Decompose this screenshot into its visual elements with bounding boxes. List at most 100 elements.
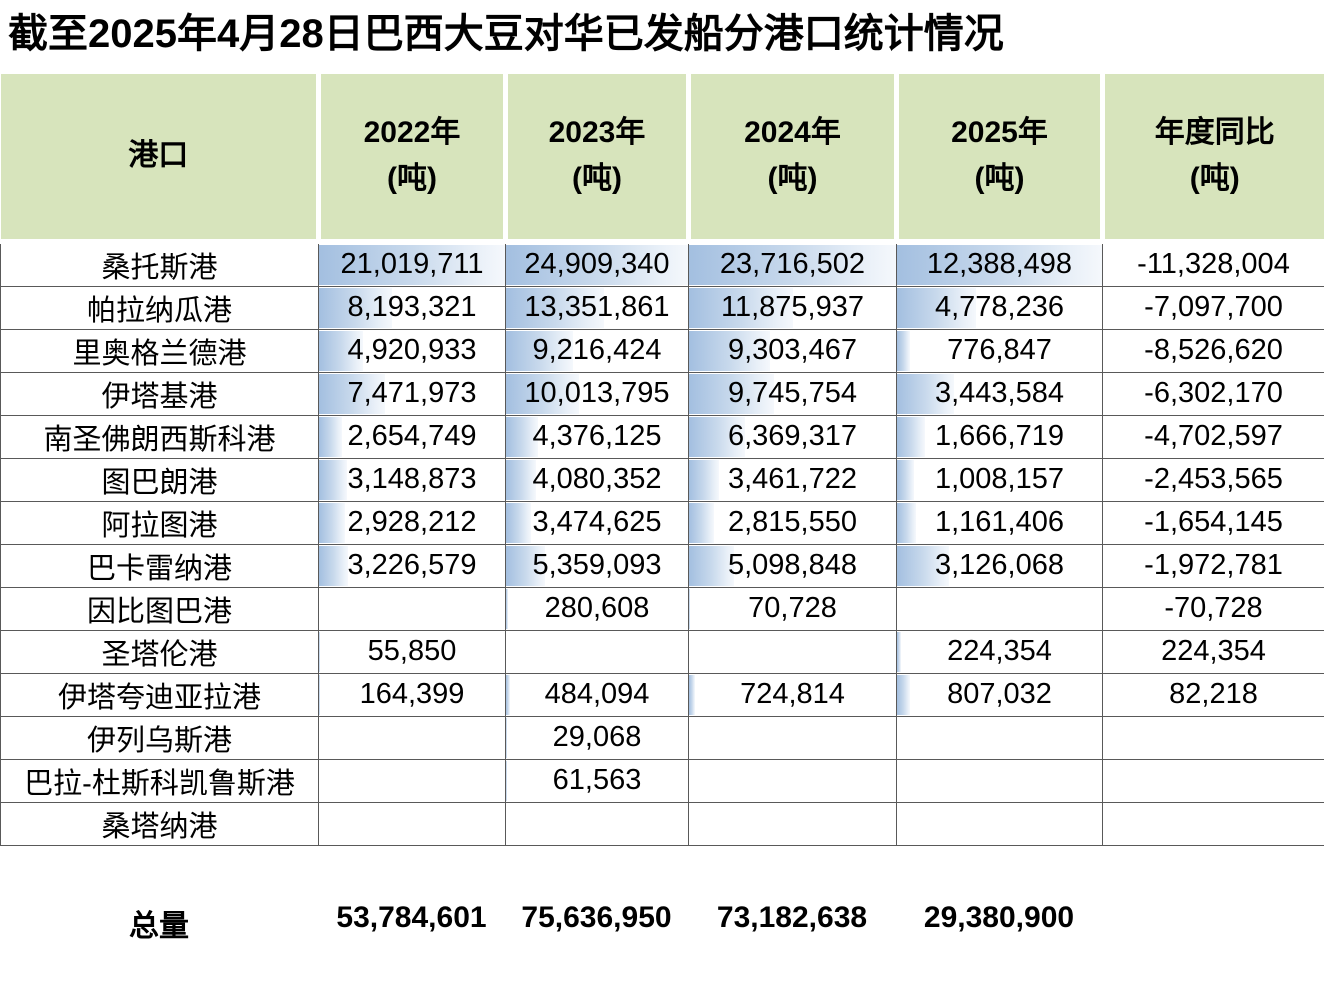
- table-row: 伊塔夸迪亚拉港 164,399 484,094 724,814 807,032 82,21…: [0, 672, 1324, 717]
- data-bar: [319, 244, 505, 285]
- value-cell: 11,875,937: [688, 285, 897, 330]
- data-bar: [897, 330, 910, 371]
- yoy-cell: 224,354: [1102, 629, 1324, 674]
- value-cell: [318, 801, 506, 846]
- port-name-cell: 巴卡雷纳港: [0, 543, 319, 588]
- cell-value: 7,471,973: [347, 377, 477, 409]
- cell-value: 24,909,340: [524, 248, 670, 280]
- data-bar: [689, 373, 775, 414]
- data-bar: [689, 416, 745, 457]
- yoy-cell: -11,328,004: [1102, 240, 1324, 287]
- table-row: 南圣佛朗西斯科港 2,654,749 4,376,125 6,369,317 1,666…: [0, 414, 1324, 459]
- cell-value: 3,443,584: [934, 377, 1064, 409]
- cell-value: -6,302,170: [1144, 377, 1283, 409]
- header-unit: (吨): [974, 162, 1025, 196]
- cell-value: 11,875,937: [721, 291, 864, 323]
- value-cell: [318, 758, 506, 803]
- spreadsheet-page: 截至2025年4月28日巴西大豆对华已发船分港口统计情况 港口 2022年 (吨) 2…: [0, 12, 1324, 943]
- value-cell: 1,008,157: [896, 457, 1103, 502]
- header-label: 2022年: [363, 115, 461, 149]
- data-bar: [897, 244, 1102, 285]
- data-bar: [506, 416, 538, 457]
- cell-value: 61,563: [552, 764, 642, 796]
- data-bar: [506, 502, 532, 543]
- column-header-yoy: 年度同比 (吨): [1100, 74, 1324, 244]
- cell-value: 55,850: [367, 635, 457, 667]
- data-bar: [689, 588, 690, 629]
- cell-value: 1,666,719: [934, 420, 1064, 452]
- port-name: 伊塔基港: [101, 380, 218, 413]
- port-name-cell: 伊塔夸迪亚拉港: [0, 672, 319, 717]
- port-statistics-table: 港口 2022年 (吨) 2023年 (吨) 2024年 (吨) 2025年 (吨) 年度同比 (吨…: [0, 74, 1324, 846]
- cell-value: 2,928,212: [347, 506, 477, 538]
- yoy-cell: -1,654,145: [1102, 500, 1324, 545]
- data-bar: [897, 459, 914, 500]
- value-cell: 2,928,212: [318, 500, 506, 545]
- header-unit: (吨): [387, 162, 437, 196]
- total-value-2022: 53,784,601: [336, 900, 487, 934]
- value-cell: 224,354: [896, 629, 1103, 674]
- cell-value: 5,098,848: [727, 549, 857, 581]
- cell-value: -70,728: [1164, 592, 1263, 624]
- cell-value: -7,097,700: [1144, 291, 1283, 323]
- data-bar: [689, 545, 734, 586]
- cell-value: 4,080,352: [532, 463, 662, 495]
- port-name: 阿拉图港: [101, 509, 218, 542]
- data-bar: [506, 588, 509, 629]
- data-bar: [506, 459, 536, 500]
- value-cell: 3,226,579: [318, 543, 506, 588]
- cell-value: 9,745,754: [727, 377, 857, 409]
- value-cell: [318, 586, 506, 631]
- data-bar: [319, 545, 348, 586]
- cell-value: 3,126,068: [934, 549, 1064, 581]
- cell-value: -1,654,145: [1144, 506, 1283, 538]
- value-cell: 12,388,498: [896, 240, 1103, 287]
- page-title: 截至2025年4月28日巴西大豆对华已发船分港口统计情况: [8, 12, 1004, 56]
- header-label: 2024年: [744, 115, 841, 149]
- port-name: 圣塔伦港: [101, 638, 218, 671]
- data-bar: [506, 330, 574, 371]
- port-name-cell: 伊塔基港: [0, 371, 319, 416]
- header-row: 港口 2022年 (吨) 2023年 (吨) 2024年 (吨) 2025年 (吨) 年度同比 (吨…: [0, 74, 1324, 244]
- data-bar: [897, 416, 925, 457]
- data-bar: [689, 502, 714, 543]
- cell-value: 13,351,861: [524, 291, 670, 323]
- header-unit: (吨): [572, 162, 622, 196]
- port-name: 巴卡雷纳港: [86, 552, 232, 585]
- column-header-2022: 2022年 (吨): [316, 74, 508, 244]
- cell-value: 164,399: [359, 678, 465, 710]
- data-bar: [319, 416, 343, 457]
- table-row: 图巴朗港 3,148,873 4,080,352 3,461,722 1,008,157…: [0, 457, 1324, 502]
- data-bar: [897, 287, 977, 328]
- cell-value: 3,461,722: [727, 463, 857, 495]
- cell-value: -4,702,597: [1144, 420, 1283, 452]
- cell-value: 10,013,795: [524, 377, 670, 409]
- value-cell: [688, 715, 897, 760]
- value-cell: 21,019,711: [318, 240, 506, 287]
- cell-value: 724,814: [740, 678, 845, 710]
- cell-value: 23,716,502: [719, 248, 866, 280]
- value-cell: [896, 586, 1103, 631]
- cell-value: 224,354: [947, 635, 1052, 667]
- cell-value: 29,068: [552, 721, 642, 753]
- data-bar: [897, 373, 954, 414]
- value-cell: 4,920,933: [318, 328, 506, 373]
- cell-value: 5,359,093: [532, 549, 662, 581]
- value-cell: [896, 801, 1103, 846]
- yoy-cell: [1102, 758, 1324, 803]
- value-cell: 29,068: [505, 715, 689, 760]
- cell-value: 9,303,467: [727, 334, 857, 366]
- header-unit: (吨): [1189, 162, 1240, 196]
- port-name: 伊塔夸迪亚拉港: [57, 681, 261, 714]
- value-cell: 484,094: [505, 672, 689, 717]
- total-value-2024: 73,182,638: [716, 900, 868, 934]
- yoy-cell: -2,453,565: [1102, 457, 1324, 502]
- value-cell: 5,359,093: [505, 543, 689, 588]
- cell-value: 484,094: [544, 678, 650, 710]
- data-bar: [689, 244, 896, 285]
- cell-value: 4,920,933: [347, 334, 477, 366]
- header-label: 年度同比: [1154, 115, 1275, 149]
- cell-value: -2,453,565: [1144, 463, 1283, 495]
- value-cell: 10,013,795: [505, 371, 689, 416]
- table-row: 巴卡雷纳港 3,226,579 5,359,093 5,098,848 3,126,06…: [0, 543, 1324, 588]
